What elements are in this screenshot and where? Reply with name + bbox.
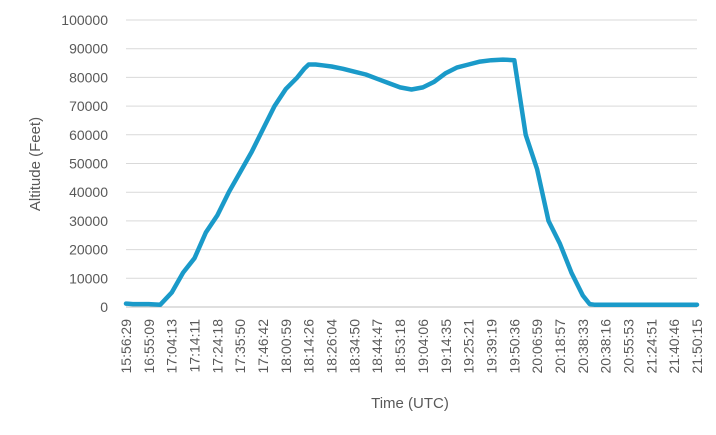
y-tick-label: 50000 bbox=[69, 156, 108, 172]
y-tick-label: 20000 bbox=[69, 242, 108, 258]
x-axis-tick-labels: 15:56:29 16:55:09 17:04:13 17:14:11 17:24:18… bbox=[118, 319, 705, 374]
x-tick-label: 19:04:06 bbox=[415, 319, 431, 374]
x-tick-label: 17:46:42 bbox=[255, 319, 271, 374]
gridlines bbox=[126, 19, 697, 308]
series-line-altitude bbox=[123, 57, 700, 307]
x-axis-title: Time (UTC) bbox=[371, 395, 449, 412]
y-axis-title: Altitude (Feet) bbox=[27, 117, 44, 211]
series-altitude bbox=[123, 57, 700, 307]
x-tick-label: 18:44:47 bbox=[369, 319, 385, 374]
x-tick-label: 21:40:46 bbox=[666, 319, 682, 374]
x-tick-label: 20:18:57 bbox=[552, 319, 568, 374]
y-tick-label: 80000 bbox=[69, 69, 108, 85]
x-tick-label: 18:00:59 bbox=[278, 319, 294, 374]
y-axis-tick-labels: 0 10000 20000 30000 40000 50000 60000 70000 8000… bbox=[61, 12, 108, 315]
y-tick-label: 40000 bbox=[69, 184, 108, 200]
y-tick-label: 90000 bbox=[69, 41, 108, 57]
x-tick-label: 21:24:51 bbox=[643, 319, 659, 374]
x-tick-label: 19:14:35 bbox=[438, 319, 454, 374]
x-tick-label: 21:50:15 bbox=[689, 319, 705, 374]
x-tick-label: 18:26:04 bbox=[324, 319, 340, 374]
y-tick-label: 30000 bbox=[69, 213, 108, 229]
y-tick-label: 70000 bbox=[69, 98, 108, 114]
y-tick-label: 0 bbox=[100, 299, 108, 315]
x-tick-label: 20:06:59 bbox=[529, 319, 545, 374]
x-tick-label: 17:14:11 bbox=[187, 319, 203, 373]
x-tick-label: 20:38:33 bbox=[575, 319, 591, 374]
y-tick-label: 10000 bbox=[69, 270, 108, 286]
x-tick-label: 17:35:50 bbox=[232, 319, 248, 374]
x-tick-label: 19:39:19 bbox=[483, 319, 499, 374]
x-tick-label: 20:38:16 bbox=[598, 319, 614, 374]
x-tick-label: 18:34:50 bbox=[346, 319, 362, 374]
y-tick-label: 60000 bbox=[69, 127, 108, 143]
x-tick-label: 19:25:21 bbox=[461, 319, 477, 374]
x-tick-label: 17:24:18 bbox=[209, 319, 225, 374]
x-tick-label: 16:55:09 bbox=[141, 319, 157, 374]
x-tick-label: 15:56:29 bbox=[118, 319, 134, 374]
x-tick-label: 19:50:36 bbox=[506, 319, 522, 374]
x-tick-label: 17:04:13 bbox=[164, 319, 180, 374]
x-tick-label: 20:55:53 bbox=[620, 319, 636, 374]
x-tick-label: 18:14:26 bbox=[301, 319, 317, 374]
x-tick-label: 18:53:18 bbox=[392, 319, 408, 374]
y-tick-label: 100000 bbox=[61, 12, 108, 28]
